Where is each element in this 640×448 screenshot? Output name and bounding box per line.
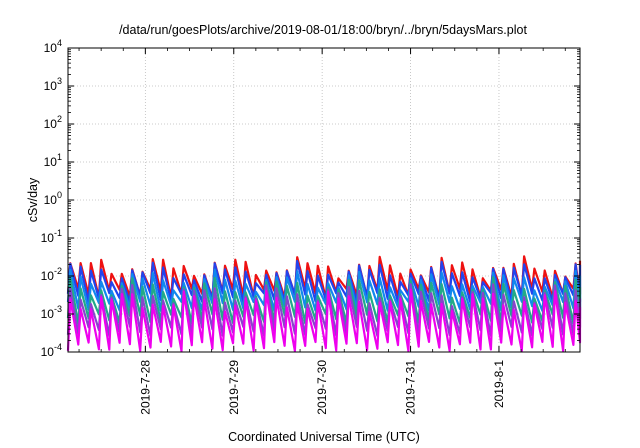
x-tick-label: 2019-7-31 [404,360,418,415]
x-tick-label: 2019-7-29 [227,360,241,415]
y-tick-label: 102 [44,114,62,131]
x-tick-label: 2019-7-28 [138,360,152,415]
series-group [66,255,582,353]
y-tick-label: 10-1 [41,228,62,245]
x-tick-label: 2019-8-1 [492,360,506,408]
y-axis-label: cSv/day [26,177,40,222]
series-line [66,288,582,353]
x-tick-label: 2019-7-30 [315,360,329,415]
plot-frame [67,47,581,353]
y-tick-label: 103 [44,76,62,93]
y-tick-label: 100 [44,190,62,207]
y-tick-label: 101 [44,152,62,169]
ticks: 104 103 102 101 100 10-1 10-2 10-3 10-4 2019-7-28… [41,38,580,415]
y-tick-label: 10-4 [41,342,62,359]
x-axis-label: Coordinated Universal Time (UTC) [228,430,420,444]
y-tick-label: 10-3 [41,304,62,321]
y-tick-label: 104 [44,38,62,55]
y-tick-label: 10-2 [41,266,62,283]
chart-title: /data/run/goesPlots/archive/2019-08-01/1… [119,23,527,37]
